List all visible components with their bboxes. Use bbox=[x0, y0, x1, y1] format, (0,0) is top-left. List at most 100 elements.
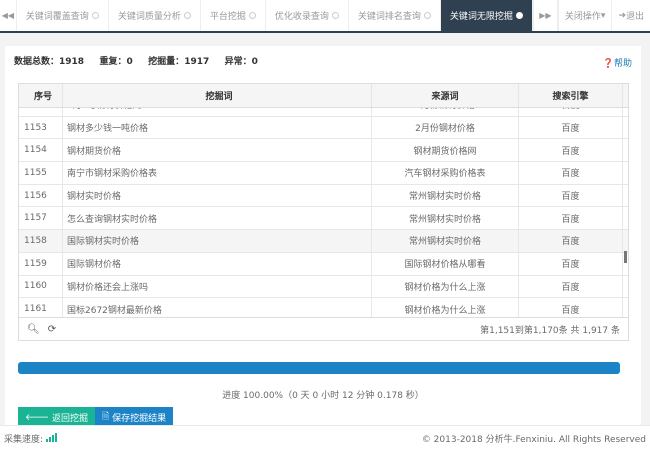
col-search-engine[interactable]: 搜索引擎 bbox=[519, 84, 623, 107]
refresh-icon[interactable]: ⟳ bbox=[47, 323, 57, 335]
speed-label: 采集速度: bbox=[4, 435, 44, 445]
tab-label: 关键词无限挖掘 bbox=[449, 12, 513, 22]
cell-mined-word: 钢材多少钱一吨价格 bbox=[63, 116, 372, 139]
cell-search-engine: 百度 bbox=[519, 230, 623, 252]
cell-mined-word: 怎么查询钢材实时价格 bbox=[63, 207, 372, 230]
logout-icon: ➜ bbox=[618, 10, 626, 21]
cell-source-word: 2月份钢材价格 bbox=[372, 108, 519, 116]
mined-label: 挖掘量： bbox=[148, 57, 185, 67]
tab-bar: ◀◀ 关键词覆盖查询 关键词质量分析 平台挖掘 优化收录查询 关键词排名查询 关… bbox=[0, 0, 650, 33]
cell-index: 1156 bbox=[19, 184, 63, 207]
cell-search-engine: 百度 bbox=[519, 162, 623, 184]
cell-index: 1152 bbox=[19, 108, 63, 116]
cell-index: 1158 bbox=[19, 230, 63, 252]
file-icon: 🗎 bbox=[102, 412, 113, 422]
table-row[interactable]: 1157 怎么查询钢材实时价格 常州钢材实时价格 百度 bbox=[19, 207, 628, 231]
close-operations-dropdown[interactable]: 关闭操作 ▾ bbox=[557, 0, 612, 31]
tab-label: 关键词排名查询 bbox=[357, 12, 421, 22]
tab-platform-mining[interactable]: 平台挖掘 bbox=[201, 0, 266, 31]
help-link[interactable]: ❓帮助 bbox=[603, 56, 632, 69]
cell-mined-word: 钢材实时价格 bbox=[63, 184, 372, 207]
scrollbar-thumb[interactable] bbox=[624, 251, 627, 263]
cell-index: 1153 bbox=[19, 116, 63, 139]
copyright: © 2013-2018 分析牛.Fenxiniu. All Rights Res… bbox=[421, 435, 646, 445]
table-row[interactable]: 1160 钢材价格还会上涨吗 钢材价格为什么上涨 百度 bbox=[19, 275, 628, 299]
cell-mined-word: 2月5号钢材价格网 bbox=[63, 108, 372, 116]
question-icon: ❓ bbox=[602, 59, 614, 69]
logout-label: 退出 bbox=[625, 12, 644, 22]
table-row[interactable]: 1155 南宁市钢材采购价格表 汽车钢材采购价格表 百度 bbox=[19, 162, 628, 185]
cell-mined-word: 南宁市钢材采购价格表 bbox=[63, 162, 372, 184]
close-tab-icon[interactable] bbox=[91, 12, 99, 19]
tab-index-query[interactable]: 优化收录查询 bbox=[266, 0, 349, 31]
close-tab-icon[interactable] bbox=[331, 12, 339, 19]
cell-index: 1159 bbox=[19, 252, 63, 275]
table-row[interactable]: 1154 钢材期货价格 钢材期货价格网 百度 bbox=[19, 139, 628, 163]
tab-keyword-rank[interactable]: 关键词排名查询 bbox=[349, 0, 441, 31]
signal-icon bbox=[46, 433, 58, 442]
col-index[interactable]: 序号 bbox=[19, 84, 63, 107]
tab-label: 关键词质量分析 bbox=[117, 12, 181, 22]
table-row[interactable]: 1159 国际钢材价格 国际钢材价格从哪看 百度 bbox=[19, 252, 628, 276]
tab-label: 关键词覆盖查询 bbox=[25, 12, 89, 22]
tabs-scroll-left-button[interactable]: ◀◀ bbox=[0, 0, 17, 31]
results-table: 序号 挖掘词 来源词 搜索引擎 11522月5号钢材价格网2月份钢材价格百度11… bbox=[18, 83, 629, 341]
cell-mined-word: 国际钢材价格 bbox=[63, 252, 372, 275]
close-tab-icon[interactable] bbox=[423, 12, 431, 19]
err-value: 0 bbox=[251, 57, 258, 67]
table-row[interactable]: 1161 国标2672钢材最新价格 钢材价格为什么上涨 百度 bbox=[19, 298, 628, 317]
total-label: 数据总数： bbox=[14, 57, 60, 67]
close-tab-icon[interactable] bbox=[248, 12, 256, 19]
cell-source-word: 汽车钢材采购价格表 bbox=[372, 162, 519, 184]
err-label: 异常： bbox=[224, 57, 252, 67]
table-header: 序号 挖掘词 来源词 搜索引擎 bbox=[19, 84, 628, 108]
table-row[interactable]: 11522月5号钢材价格网2月份钢材价格百度 bbox=[19, 108, 628, 117]
close-tab-icon[interactable] bbox=[183, 12, 191, 19]
close-ops-label: 关闭操作 bbox=[564, 12, 601, 22]
tab-keyword-coverage[interactable]: 关键词覆盖查询 bbox=[17, 0, 109, 31]
cell-index: 1161 bbox=[19, 298, 63, 317]
table-row[interactable]: 1156 钢材实时价格 常州钢材实时价格 百度 bbox=[19, 184, 628, 208]
table-body[interactable]: 11522月5号钢材价格网2月份钢材价格百度1153钢材多少钱一吨价格2月份钢材… bbox=[19, 108, 628, 317]
back-to-mining-button[interactable]: 🡐 返回挖掘 bbox=[18, 407, 96, 427]
tab-label: 优化收录查询 bbox=[274, 12, 329, 22]
cell-search-engine: 百度 bbox=[519, 184, 623, 207]
cell-source-word: 钢材期货价格网 bbox=[372, 139, 519, 162]
cell-mined-word: 钢材价格还会上涨吗 bbox=[63, 275, 372, 298]
progress-text: 进度 100.00%（0 天 0 小时 12 分钟 0.178 秒） bbox=[222, 391, 424, 401]
back-label: 返回挖掘 bbox=[52, 413, 89, 424]
tabs-scroll-right-button[interactable]: ▶▶ bbox=[532, 0, 558, 31]
cell-search-engine: 百度 bbox=[519, 116, 623, 139]
close-tab-icon[interactable] bbox=[515, 12, 523, 19]
pagination-info: 第1,151到第1,170条 共 1,917 条 bbox=[480, 325, 620, 336]
cell-mined-word: 钢材期货价格 bbox=[63, 139, 372, 162]
cell-index: 1155 bbox=[19, 162, 63, 184]
logout-button[interactable]: ➜ 退出 bbox=[611, 0, 650, 31]
search-icon[interactable]: 🔍︎ bbox=[27, 323, 40, 335]
save-results-button[interactable]: 🗎 保存挖掘结果 bbox=[95, 407, 174, 427]
tab-keyword-quality[interactable]: 关键词质量分析 bbox=[109, 0, 201, 31]
table-row[interactable]: 1158 国际钢材实时价格 常州钢材实时价格 百度 bbox=[19, 230, 628, 253]
cell-index: 1154 bbox=[19, 139, 63, 162]
table-row[interactable]: 1153 钢材多少钱一吨价格 2月份钢材价格 百度 bbox=[19, 116, 628, 140]
cell-index: 1160 bbox=[19, 275, 63, 298]
speed-indicator: 采集速度: bbox=[4, 432, 58, 445]
tab-label: 平台挖掘 bbox=[209, 12, 246, 22]
tab-keyword-infinite-mining[interactable]: 关键词无限挖掘 bbox=[440, 0, 533, 31]
cell-source-word: 钢材价格为什么上涨 bbox=[372, 298, 519, 317]
table-footer: 🔍︎ ⟳ 第1,151到第1,170条 共 1,917 条 bbox=[19, 317, 628, 340]
col-mined-word[interactable]: 挖掘词 bbox=[63, 84, 372, 107]
cell-search-engine: 百度 bbox=[519, 108, 623, 116]
main-panel: 数据总数：1918 重复：0 挖掘量：1917 异常：0 ❓帮助 序号 挖掘词 … bbox=[5, 46, 641, 431]
cell-mined-word: 国标2672钢材最新价格 bbox=[63, 298, 372, 317]
cell-search-engine: 百度 bbox=[519, 139, 623, 162]
footer: 采集速度: © 2013-2018 分析牛.Fenxiniu. All Righ… bbox=[0, 425, 650, 451]
dup-label: 重复： bbox=[99, 57, 127, 67]
cell-source-word: 2月份钢材价格 bbox=[372, 116, 519, 139]
cell-source-word: 常州钢材实时价格 bbox=[372, 184, 519, 207]
col-source-word[interactable]: 来源词 bbox=[372, 84, 519, 107]
save-label: 保存挖掘结果 bbox=[112, 413, 167, 424]
dup-value: 0 bbox=[126, 57, 133, 67]
cell-source-word: 常州钢材实时价格 bbox=[372, 230, 519, 252]
cell-search-engine: 百度 bbox=[519, 207, 623, 230]
